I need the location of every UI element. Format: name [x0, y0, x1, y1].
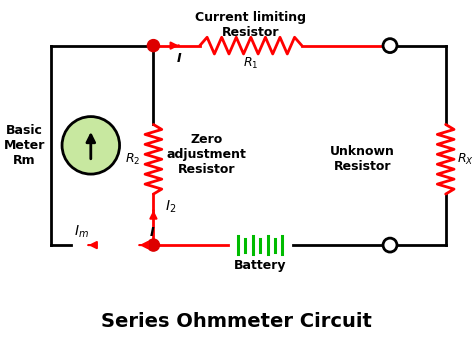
Circle shape	[383, 39, 397, 53]
Text: Zero
adjustment
Resistor: Zero adjustment Resistor	[167, 133, 246, 176]
Text: Battery: Battery	[234, 259, 286, 272]
Text: Basic
Meter
Rm: Basic Meter Rm	[4, 124, 45, 167]
Text: I: I	[177, 52, 181, 65]
Circle shape	[147, 239, 159, 251]
Text: Series Ohmmeter Circuit: Series Ohmmeter Circuit	[101, 312, 373, 331]
Text: Current limiting
Resistor: Current limiting Resistor	[195, 11, 306, 39]
Text: $I_2$: $I_2$	[165, 199, 177, 215]
Circle shape	[383, 238, 397, 252]
Text: $R_X$: $R_X$	[457, 152, 474, 167]
Text: $R_1$: $R_1$	[243, 56, 258, 71]
Text: $R_2$: $R_2$	[125, 152, 140, 167]
Circle shape	[147, 40, 159, 52]
Text: I: I	[150, 226, 155, 239]
Circle shape	[62, 117, 119, 174]
Text: $I_m$: $I_m$	[74, 224, 89, 240]
Text: Unknown
Resistor: Unknown Resistor	[330, 145, 395, 173]
